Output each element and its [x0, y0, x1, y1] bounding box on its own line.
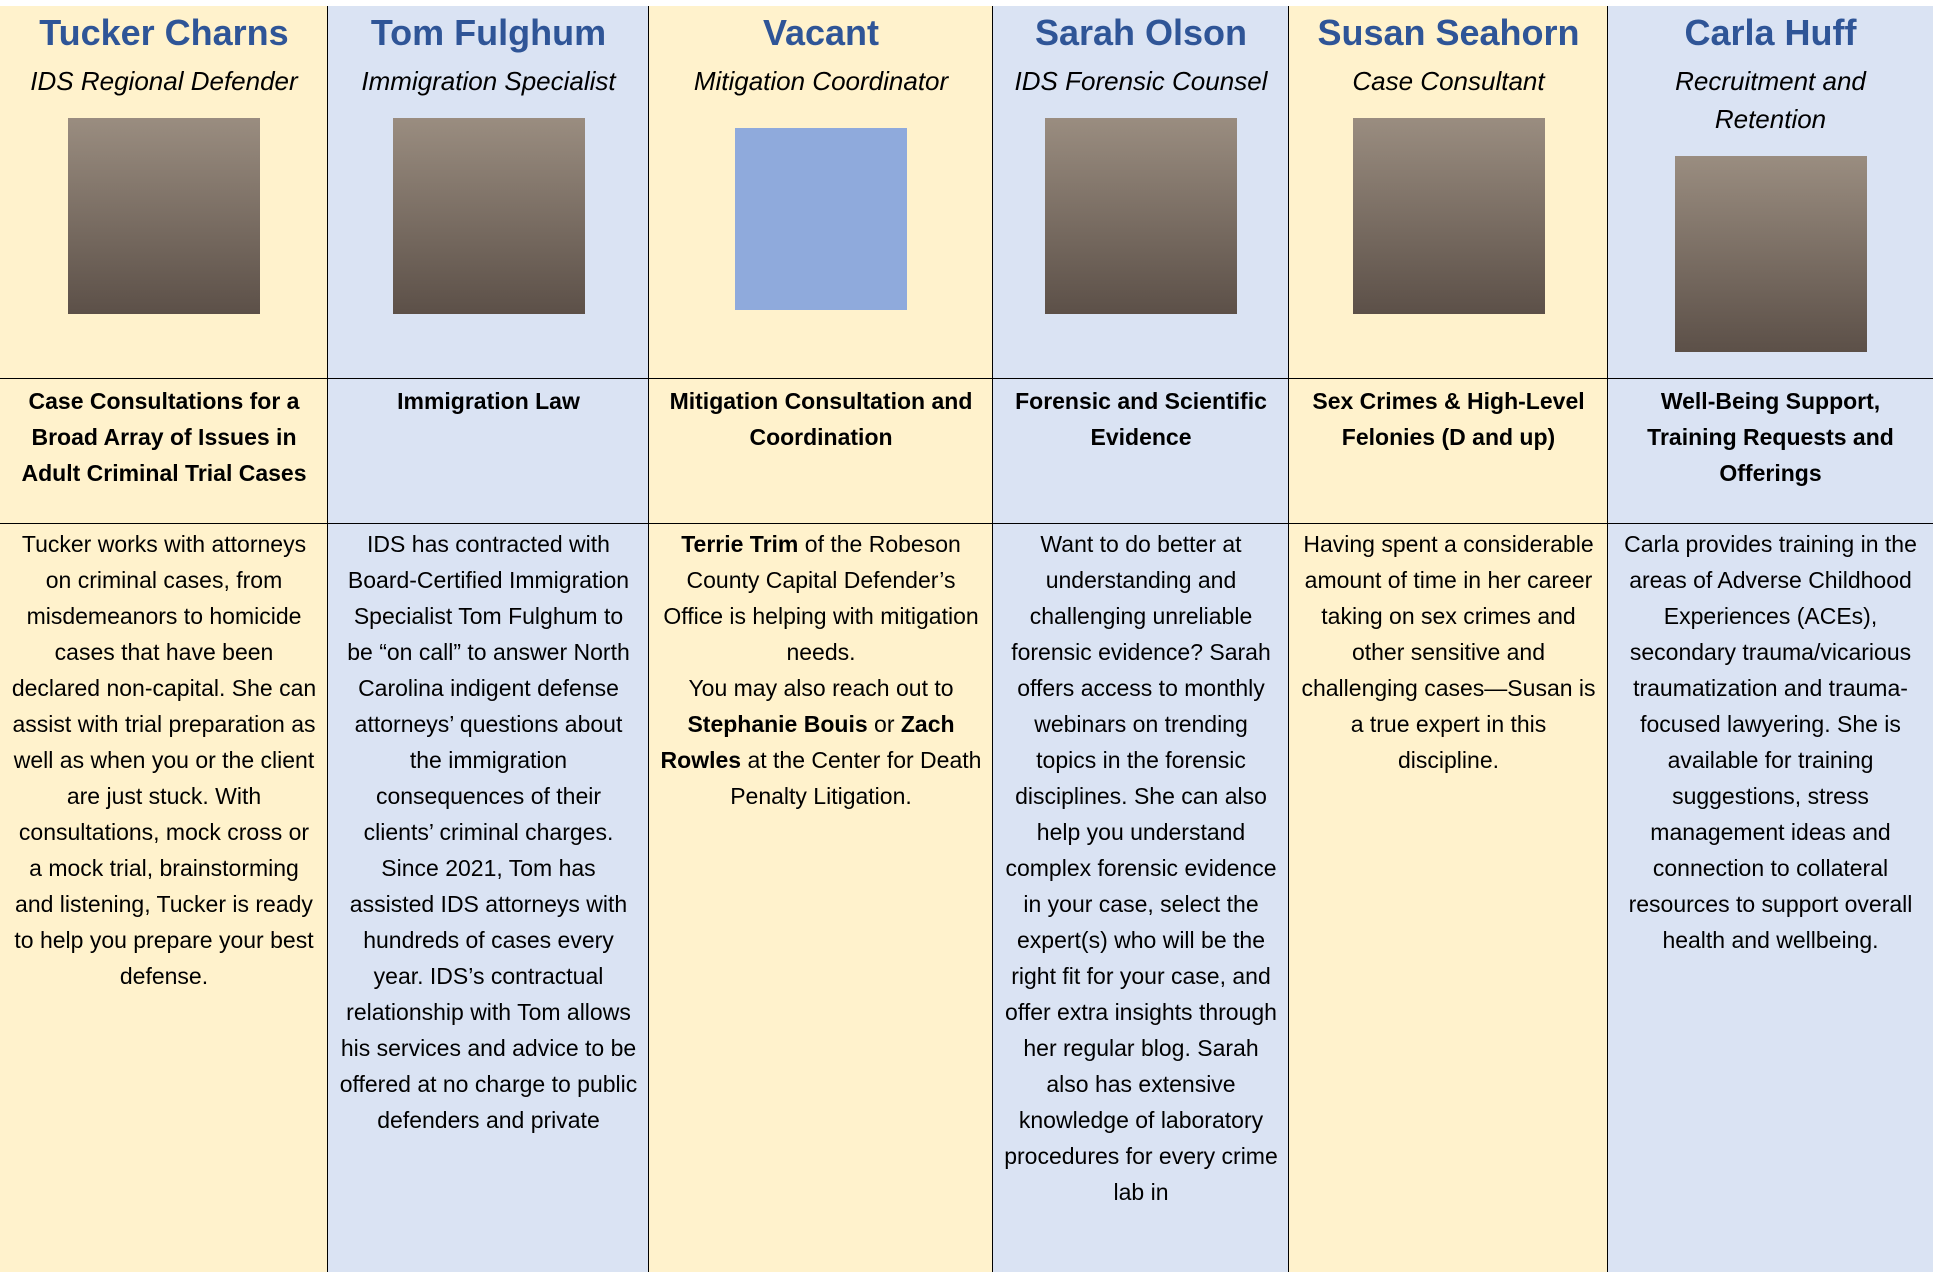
focus-cell: Forensic and Scientific Evidence	[992, 378, 1290, 525]
person-name: Tom Fulghum	[370, 12, 607, 54]
person-title: IDS Forensic Counsel	[1014, 66, 1268, 97]
text: IDS has contracted with Board-Certified …	[339, 531, 638, 1134]
focus-cell: Well-Being Support, Training Requests an…	[1607, 378, 1933, 525]
profile-cell: Susan Seahorn Case Consultant	[1288, 6, 1609, 380]
description: Having spent a considerable amount of ti…	[1289, 524, 1608, 778]
description: Want to do better at understanding and c…	[993, 524, 1289, 1210]
profile-cell: Tom Fulghum Immigration Specialist	[327, 6, 650, 380]
person-title: Mitigation Coordinator	[693, 66, 949, 97]
photo	[1352, 118, 1545, 315]
focus-area: Mitigation Consultation and Coordination	[669, 388, 973, 451]
profile-cell: Sarah Olson IDS Forensic Counsel	[992, 6, 1290, 380]
person-title: Immigration Specialist	[361, 66, 616, 97]
description-cell: Carla provides training in the areas of …	[1607, 523, 1933, 1272]
paragraph: Tucker works with attorneys on criminal …	[10, 526, 318, 994]
focus-cell: Immigration Law	[327, 378, 650, 525]
focus-area: Sex Crimes & High-Level Felonies (D and …	[1312, 388, 1585, 451]
paragraph: Carla provides training in the areas of …	[1618, 526, 1923, 958]
photo	[1674, 156, 1867, 353]
profile-cell: Tucker Charns IDS Regional Defender	[0, 6, 329, 380]
focus-cell: Mitigation Consultation and Coordination	[648, 378, 994, 525]
photo	[68, 118, 260, 315]
paragraph: You may also reach out to Stephanie Boui…	[659, 670, 983, 814]
paragraph: IDS has contracted with Board-Certified …	[338, 526, 639, 1138]
photo	[392, 118, 585, 315]
focus-cell: Sex Crimes & High-Level Felonies (D and …	[1288, 378, 1609, 525]
description: IDS has contracted with Board-Certified …	[328, 524, 649, 1138]
description: Carla provides training in the areas of …	[1608, 524, 1933, 958]
text: Tucker works with attorneys on criminal …	[11, 531, 317, 990]
description-cell: Having spent a considerable amount of ti…	[1288, 523, 1609, 1272]
paragraph: Having spent a considerable amount of ti…	[1299, 526, 1598, 778]
bold-name: Stephanie Bouis	[687, 711, 868, 738]
focus-area: Forensic and Scientific Evidence	[1015, 388, 1267, 451]
person-title: Case Consultant	[1352, 66, 1545, 97]
focus-area: Immigration Law	[397, 388, 580, 415]
person-name: Susan Seahorn	[1317, 12, 1580, 54]
paragraph: Want to do better at understanding and c…	[1003, 526, 1279, 1210]
description-cell: Terrie Trim of the Robeson County Capita…	[648, 523, 994, 1272]
text: Want to do better at understanding and c…	[1004, 531, 1278, 1206]
description-cell: Tucker works with attorneys on criminal …	[0, 523, 329, 1272]
bold-name: Zach Rowles	[660, 711, 955, 774]
person-name: Vacant	[762, 12, 880, 54]
photo	[1045, 118, 1237, 315]
description: Terrie Trim of the Robeson County Capita…	[649, 524, 993, 814]
resource-table: Tucker Charns IDS Regional Defender Tom Fu…	[0, 6, 1933, 1272]
description-cell: Want to do better at understanding and c…	[992, 523, 1290, 1272]
text: or	[867, 711, 901, 738]
profile-cell: Vacant Mitigation Coordinator	[648, 6, 994, 380]
person-name: Tucker Charns	[39, 12, 289, 54]
person-name: Carla Huff	[1684, 12, 1857, 54]
description-cell: IDS has contracted with Board-Certified …	[327, 523, 650, 1272]
description: Tucker works with attorneys on criminal …	[0, 524, 328, 994]
vacant-placeholder	[735, 128, 907, 311]
paragraph: Terrie Trim of the Robeson County Capita…	[659, 526, 983, 670]
person-name: Sarah Olson	[1034, 12, 1248, 54]
focus-cell: Case Consultations for a Broad Array of …	[0, 378, 329, 525]
person-title: Recruitment and Retention	[1675, 66, 1866, 135]
focus-area: Well-Being Support, Training Requests an…	[1647, 388, 1894, 487]
text: Having spent a considerable amount of ti…	[1301, 531, 1596, 774]
text: of the Robeson County Capital Defender’s…	[663, 531, 979, 666]
text: You may also reach out to	[688, 675, 954, 702]
profile-cell: Carla Huff Recruitment and Retention	[1607, 6, 1933, 380]
bold-name: Terrie Trim	[681, 531, 799, 558]
person-title: IDS Regional Defender	[30, 66, 298, 97]
text: at the Center for Death Penalty Litigati…	[730, 747, 982, 810]
focus-area: Case Consultations for a Broad Array of …	[21, 388, 307, 487]
text: Carla provides training in the areas of …	[1624, 531, 1917, 954]
